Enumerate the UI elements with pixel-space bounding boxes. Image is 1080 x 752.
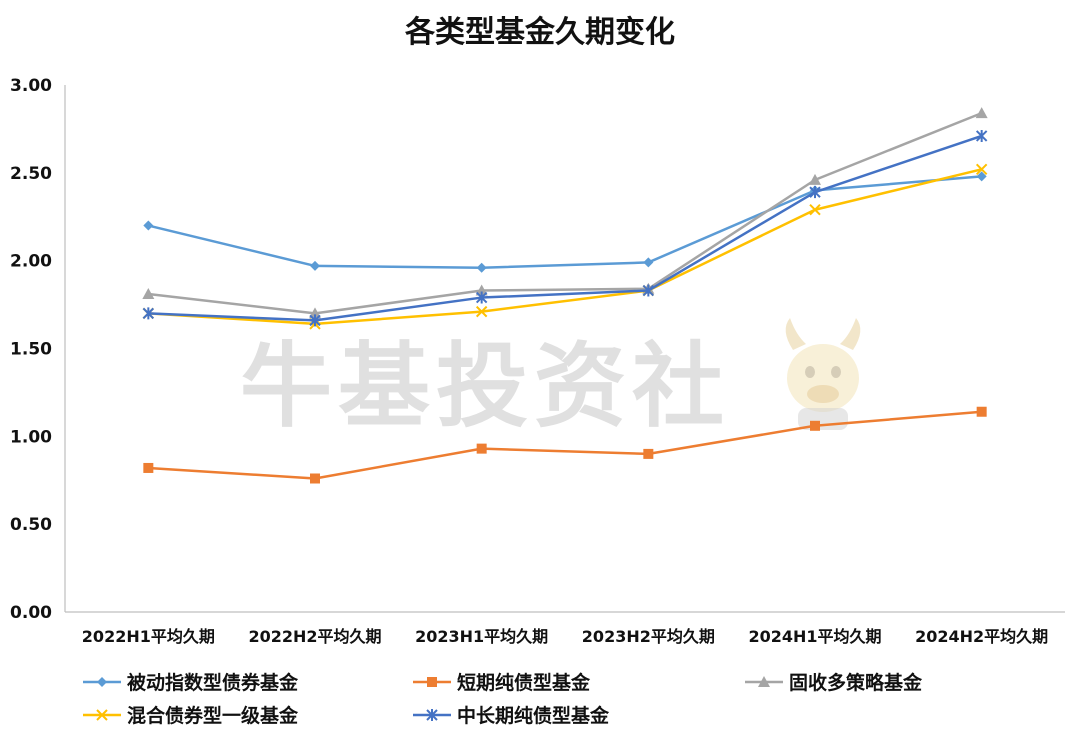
data-point bbox=[643, 257, 654, 268]
series-line bbox=[148, 168, 982, 326]
data-point bbox=[976, 406, 987, 417]
data-point bbox=[310, 473, 320, 484]
y-tick-label: 1.00 bbox=[10, 427, 52, 447]
data-point bbox=[809, 173, 821, 185]
data-point bbox=[476, 262, 487, 273]
data-point bbox=[309, 307, 321, 319]
legend-marker bbox=[758, 676, 770, 687]
legend-marker bbox=[427, 677, 437, 687]
legend-marker bbox=[97, 677, 107, 687]
series-lines bbox=[142, 107, 988, 484]
bull-mascot-logo bbox=[785, 318, 861, 430]
data-point bbox=[475, 305, 488, 318]
x-tick-label: 2023H1平均久期 bbox=[415, 627, 548, 646]
data-point bbox=[975, 107, 988, 119]
data-point bbox=[643, 448, 654, 459]
series-line bbox=[148, 175, 982, 269]
y-tick-label: 1.50 bbox=[10, 340, 52, 360]
y-axis-ticks: 0.00 0.50 1.00 1.50 2.00 2.50 3.00 bbox=[10, 76, 52, 623]
legend-item: 中长期纯债型基金 bbox=[413, 704, 610, 727]
legend-item: 混合债券型一级基金 bbox=[83, 704, 299, 727]
data-point bbox=[476, 443, 487, 454]
x-tick-label: 2024H2平均久期 bbox=[915, 627, 1048, 646]
legend-item: 固收多策略基金 bbox=[745, 671, 923, 694]
data-point bbox=[809, 186, 821, 199]
x-tick-label: 2024H1平均久期 bbox=[748, 627, 881, 646]
data-point bbox=[976, 171, 987, 182]
series-line bbox=[148, 134, 983, 322]
chart-title: 各类型基金久期变化 bbox=[404, 15, 675, 50]
y-tick-label: 3.00 bbox=[10, 76, 52, 96]
x-tick-label: 2022H1平均久期 bbox=[82, 627, 215, 646]
series-line bbox=[148, 111, 983, 315]
legend-item: 被动指数型债券基金 bbox=[83, 671, 299, 694]
x-axis-ticks: 2022H1平均久期 2022H2平均久期 2023H1平均久期 2023H2平均久期… bbox=[82, 627, 1048, 646]
data-point bbox=[143, 462, 154, 473]
data-point bbox=[975, 129, 988, 142]
y-tick-label: 0.00 bbox=[10, 603, 52, 623]
data-point bbox=[975, 163, 988, 176]
legend-item: 短期纯债型基金 bbox=[413, 671, 591, 694]
legend-marker bbox=[426, 709, 438, 721]
series-line bbox=[148, 410, 982, 480]
legend-label: 被动指数型债券基金 bbox=[127, 671, 299, 694]
series-2 bbox=[142, 107, 988, 319]
series-0 bbox=[143, 171, 987, 273]
axes bbox=[64, 85, 1065, 613]
y-tick-label: 0.50 bbox=[10, 515, 52, 535]
data-point bbox=[642, 284, 655, 297]
data-point bbox=[310, 260, 320, 271]
data-point bbox=[142, 307, 155, 320]
data-point bbox=[809, 204, 821, 216]
data-point bbox=[475, 291, 488, 304]
watermark-text: 牛基投资社 bbox=[240, 333, 730, 440]
legend-label: 中长期纯债型基金 bbox=[457, 704, 610, 727]
y-tick-label: 2.50 bbox=[10, 164, 52, 184]
data-point bbox=[142, 288, 155, 300]
data-point bbox=[143, 220, 154, 231]
series-4 bbox=[142, 129, 988, 327]
data-point bbox=[475, 284, 488, 296]
legend-label: 短期纯债型基金 bbox=[457, 671, 591, 694]
x-tick-label: 2023H2平均久期 bbox=[582, 627, 715, 646]
series-3 bbox=[142, 163, 988, 330]
y-tick-label: 2.00 bbox=[10, 252, 52, 272]
legend-label: 混合债券型一级基金 bbox=[127, 704, 299, 727]
data-point bbox=[810, 420, 820, 431]
x-tick-label: 2022H2平均久期 bbox=[248, 627, 381, 646]
series-1 bbox=[143, 406, 987, 484]
legend-marker bbox=[96, 709, 108, 721]
data-point bbox=[309, 314, 321, 327]
legend-label: 固收多策略基金 bbox=[789, 671, 923, 694]
